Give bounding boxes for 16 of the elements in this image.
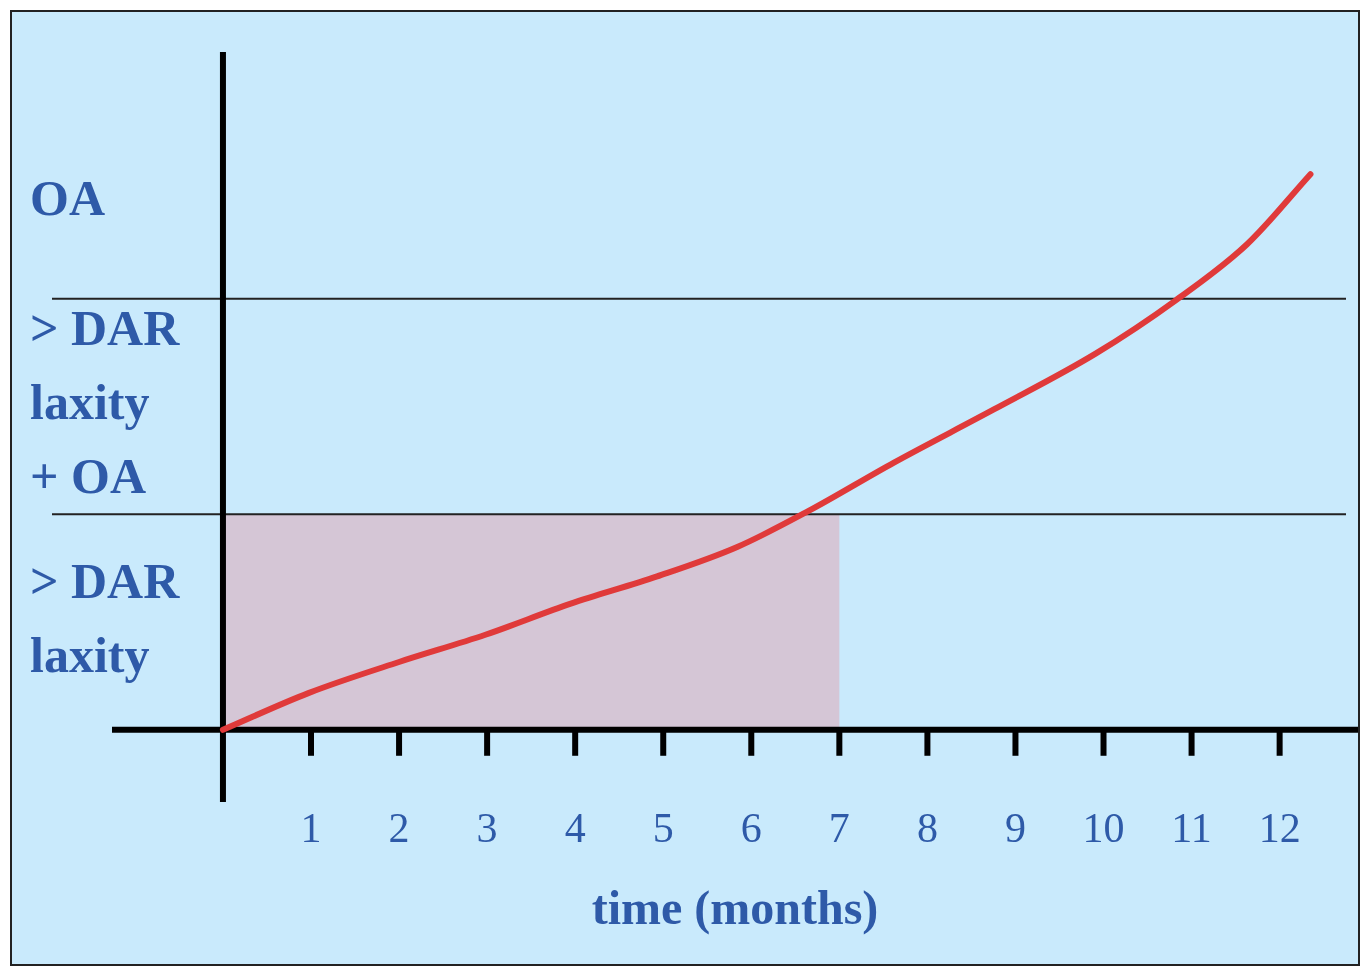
x-axis-title: time (months) — [591, 880, 879, 935]
x-tick-label: 3 — [476, 805, 498, 852]
x-tick-label: 4 — [564, 805, 586, 852]
x-tick-label: 12 — [1258, 805, 1301, 852]
text: OA — [30, 169, 105, 226]
annotation: > DAR laxity — [30, 552, 181, 683]
x-tick-label: 2 — [388, 805, 410, 852]
x-tick-label: 1 — [300, 805, 322, 852]
annotation: > DAR laxity + OA — [30, 300, 181, 505]
x-tick-label: 10 — [1082, 805, 1125, 852]
x-tick-label: 11 — [1171, 805, 1212, 852]
x-tick-label: 6 — [740, 805, 762, 852]
x-tick-label: 8 — [916, 805, 938, 852]
x-tick-label: 7 — [828, 805, 850, 852]
x-tick-label: 5 — [652, 805, 674, 852]
x-tick-label: 9 — [1004, 805, 1026, 852]
